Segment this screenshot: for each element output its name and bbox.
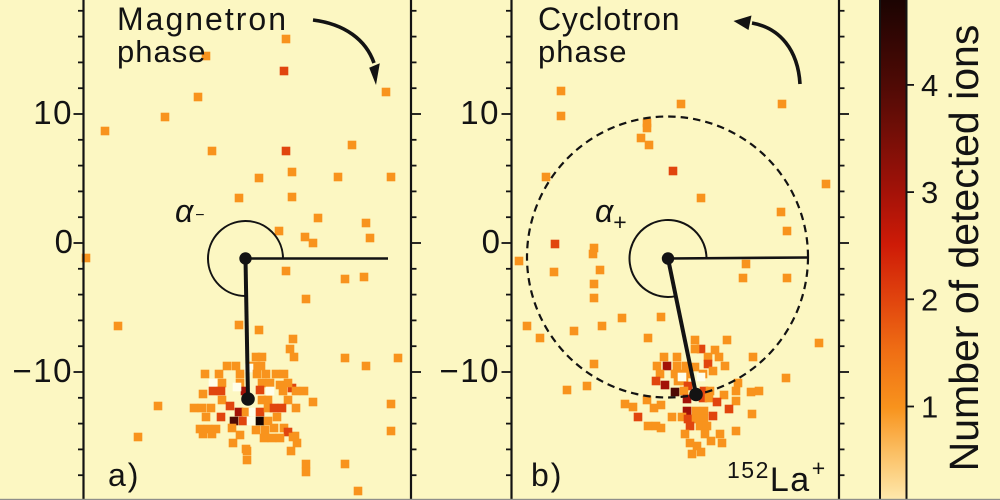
svg-text:2: 2	[921, 282, 938, 317]
svg-text:Number of detected ions: Number of detected ions	[941, 25, 987, 472]
svg-text:α+: α+	[595, 193, 627, 235]
svg-text:3: 3	[921, 175, 938, 210]
svg-text:b): b)	[531, 457, 563, 493]
svg-text:Cyclotron: Cyclotron	[538, 1, 680, 37]
svg-text:10: 10	[460, 94, 500, 131]
svg-text:1: 1	[921, 390, 938, 425]
svg-text:−10: −10	[440, 352, 500, 389]
svg-text:0: 0	[55, 223, 73, 260]
svg-text:a): a)	[108, 457, 140, 493]
svg-text:Magnetron: Magnetron	[117, 1, 288, 37]
svg-text:α−: α −	[175, 193, 205, 229]
svg-text:4: 4	[921, 68, 938, 103]
svg-text:10: 10	[33, 94, 73, 131]
svg-text:0: 0	[482, 223, 500, 260]
svg-text:phase: phase	[538, 34, 627, 69]
svg-text:−10: −10	[13, 352, 73, 389]
svg-text:phase: phase	[117, 34, 206, 69]
svg-text:152La+: 152La+	[727, 455, 827, 499]
